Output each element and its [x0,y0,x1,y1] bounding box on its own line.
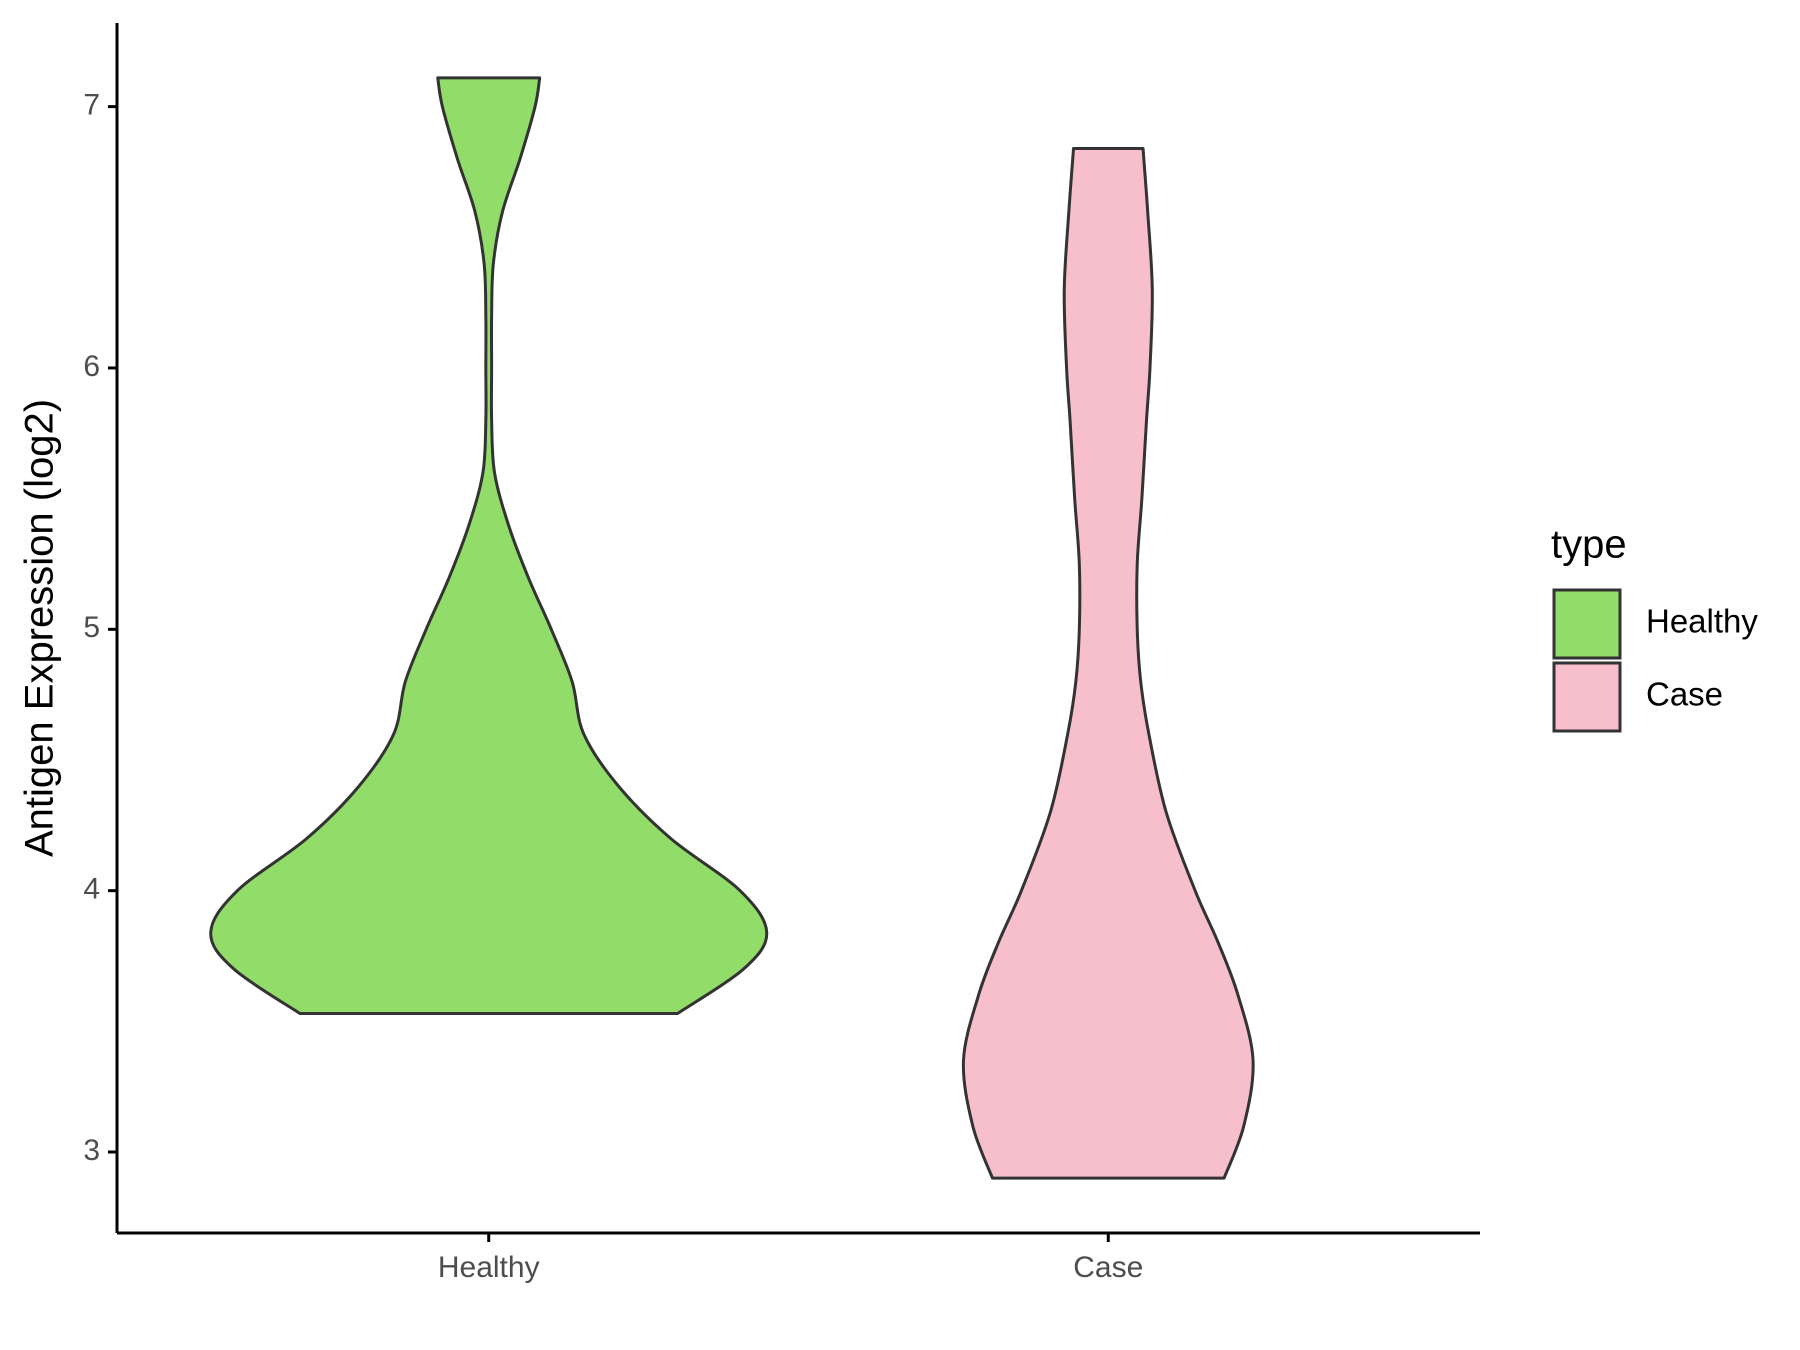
legend-key [1552,661,1622,733]
legend-label: Healthy [1646,603,1758,640]
y-tick-label: 4 [83,873,100,906]
violin [209,76,769,1015]
legend-label: Case [1646,676,1723,713]
x-tick-label: Case [1073,1251,1143,1284]
legend-title: type [1551,523,1627,567]
y-tick-label: 5 [83,611,100,644]
y-axis-title: Antigen Expression (log2) [18,399,62,857]
y-tick-label: 7 [83,89,100,122]
y-tick-label: 3 [83,1134,100,1167]
x-tick-label: Healthy [438,1251,540,1284]
y-tick-label: 6 [83,350,100,383]
violin [961,146,1255,1180]
legend-key [1552,588,1622,660]
